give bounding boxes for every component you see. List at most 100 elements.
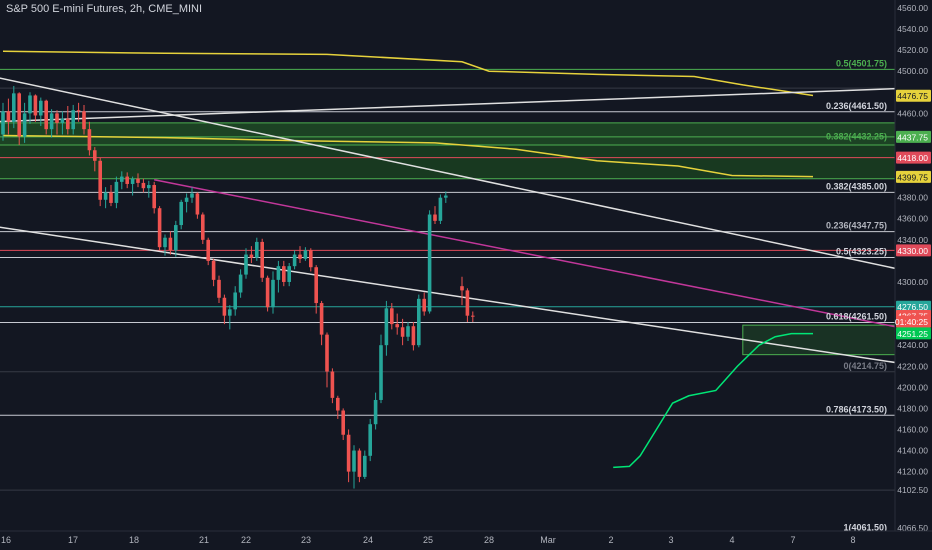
candle bbox=[438, 197, 443, 221]
candle bbox=[325, 334, 329, 372]
candle bbox=[22, 113, 27, 137]
candle bbox=[314, 267, 318, 304]
price-badge-label: 4276.50 bbox=[897, 302, 928, 312]
price-tick-label: 4120.00 bbox=[897, 467, 928, 477]
price-badge-label: 4399.75 bbox=[897, 172, 928, 182]
candle bbox=[49, 113, 54, 130]
candle bbox=[411, 326, 416, 346]
price-tick-label: 4380.00 bbox=[897, 193, 928, 203]
time-tick-label: 24 bbox=[363, 535, 373, 545]
candle bbox=[238, 274, 243, 293]
candle bbox=[136, 178, 140, 183]
price-tick-label: 4160.00 bbox=[897, 424, 928, 434]
candle bbox=[130, 178, 135, 184]
price-badge-label: 01:40:25 bbox=[895, 317, 928, 327]
chart-title: S&P 500 E-mini Futures, 2h, CME_MINI bbox=[6, 3, 203, 15]
candle bbox=[103, 192, 108, 200]
candle bbox=[28, 95, 32, 114]
candle bbox=[93, 150, 97, 161]
fib-label: 0.786(4173.50) bbox=[826, 404, 887, 414]
candle bbox=[271, 279, 275, 308]
candle bbox=[60, 118, 65, 123]
candle bbox=[422, 298, 426, 312]
time-tick-label: 3 bbox=[668, 535, 673, 545]
candle bbox=[157, 208, 162, 248]
price-tick-label: 4560.00 bbox=[897, 3, 928, 13]
price-badge bbox=[896, 327, 931, 340]
candle bbox=[6, 111, 11, 122]
price-tick-label: 4066.50 bbox=[897, 523, 928, 533]
moving-average-line bbox=[2, 134, 814, 178]
candle bbox=[190, 193, 194, 198]
candle bbox=[390, 308, 394, 325]
resistance-zone bbox=[0, 122, 895, 145]
candle bbox=[465, 290, 470, 316]
price-badge-label: 4437.75 bbox=[897, 132, 928, 142]
candle bbox=[471, 315, 475, 317]
candle bbox=[433, 214, 437, 221]
candle bbox=[309, 250, 313, 268]
candle bbox=[179, 201, 183, 226]
candle bbox=[174, 225, 178, 251]
candle bbox=[346, 434, 351, 472]
candle bbox=[373, 399, 378, 425]
candle bbox=[12, 93, 16, 122]
candle bbox=[44, 100, 48, 130]
candle bbox=[319, 303, 324, 335]
candle bbox=[265, 277, 270, 308]
price-badge bbox=[896, 151, 931, 164]
candle bbox=[384, 308, 389, 346]
candle bbox=[330, 371, 335, 398]
candle bbox=[98, 160, 102, 200]
candle bbox=[114, 181, 119, 203]
price-badge-label: 4476.75 bbox=[897, 91, 928, 101]
fib-label: 0.236(4461.50) bbox=[826, 101, 887, 111]
time-tick-label: 17 bbox=[68, 535, 78, 545]
candle bbox=[141, 182, 146, 189]
time-tick-label: 22 bbox=[241, 535, 251, 545]
candle bbox=[395, 324, 399, 328]
price-badge bbox=[896, 170, 931, 183]
candle bbox=[406, 326, 410, 337]
price-tick-label: 4102.50 bbox=[897, 485, 928, 495]
candle bbox=[66, 118, 70, 130]
price-badge bbox=[896, 130, 931, 143]
price-badge-label: 4251.25 bbox=[897, 329, 928, 339]
candle bbox=[228, 309, 232, 316]
candle bbox=[125, 176, 129, 184]
price-tick-label: 4500.00 bbox=[897, 66, 928, 76]
candle bbox=[287, 266, 291, 282]
candle bbox=[233, 292, 237, 310]
candle bbox=[17, 93, 21, 137]
candle bbox=[55, 113, 59, 123]
price-badge-label: 4330.00 bbox=[897, 246, 928, 256]
candle bbox=[152, 185, 156, 209]
time-tick-label: 7 bbox=[790, 535, 795, 545]
candle bbox=[276, 266, 281, 280]
price-tick-label: 4240.00 bbox=[897, 340, 928, 350]
candle bbox=[400, 327, 405, 337]
time-tick-label: 21 bbox=[199, 535, 209, 545]
time-tick-label: 2 bbox=[608, 535, 613, 545]
price-badge bbox=[896, 244, 931, 257]
candle bbox=[217, 279, 221, 298]
candle bbox=[352, 450, 356, 472]
trendline bbox=[0, 77, 932, 277]
candle bbox=[109, 192, 113, 203]
candle bbox=[303, 250, 308, 259]
candle bbox=[1, 111, 5, 135]
candle bbox=[33, 95, 38, 116]
candle bbox=[357, 450, 362, 477]
candle bbox=[211, 260, 216, 280]
candle bbox=[417, 298, 421, 346]
time-axis bbox=[0, 531, 932, 550]
candle bbox=[184, 197, 189, 202]
candle bbox=[260, 241, 264, 278]
time-tick-label: 16 bbox=[1, 535, 11, 545]
candle bbox=[363, 455, 367, 477]
candle bbox=[195, 193, 200, 215]
candle bbox=[39, 100, 43, 116]
candle bbox=[341, 410, 345, 435]
price-tick-label: 4200.00 bbox=[897, 382, 928, 392]
